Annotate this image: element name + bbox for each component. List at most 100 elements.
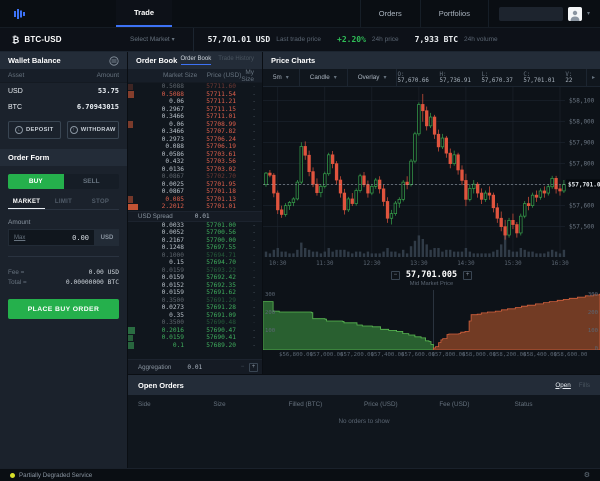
svg-text:$57,701.01: $57,701.01 (568, 181, 600, 188)
order-book-row[interactable]: 2.2012 57701.01 - (128, 203, 262, 211)
order-book-row[interactable]: 0.35 57691.09 - (128, 312, 262, 320)
order-book-row[interactable]: 0.0586 57703.61 - (128, 151, 262, 159)
order-book-row[interactable]: 0.0136 57703.02 - (128, 166, 262, 174)
depth-chart[interactable]: 300 200 100 300 200 100 0 (263, 290, 600, 350)
order-book-row[interactable]: 0.088 57706.19 - (128, 143, 262, 151)
tab-fills[interactable]: Fills (578, 381, 590, 389)
aggregation-increase-button[interactable]: + (249, 362, 258, 372)
sell-tab[interactable]: SELL (63, 174, 119, 189)
tab-order-book[interactable]: Order Book (180, 56, 212, 65)
order-book-row[interactable]: 0.0033 57701.00 - (128, 222, 262, 230)
tab-trade-history[interactable]: Trade History (218, 56, 254, 62)
order-book-row[interactable]: 0.2016 57690.47 - (128, 327, 262, 335)
order-book-row[interactable]: 0.5088 57711.54 - (128, 91, 262, 99)
order-book-row[interactable]: 0.0159 57692.42 - (128, 274, 262, 282)
order-book-row[interactable]: 0.0867 57702.70 - (128, 173, 262, 181)
order-book-row[interactable]: 0.0025 57701.95 - (128, 181, 262, 189)
tab-open[interactable]: Open (555, 381, 571, 389)
withdraw-button[interactable]: ↑ WITHDRAW (66, 121, 119, 139)
chart-style-dropdown[interactable]: Candle ▾ (300, 69, 348, 86)
candle-chart[interactable]: $58,100 $58,000 $57,900 $57,800 $57,600 $57,5… (263, 87, 600, 267)
order-book-row[interactable]: 0.06 57708.99 - (128, 121, 262, 129)
order-book-row[interactable]: 0.085 57701.13 - (128, 196, 262, 204)
price-charts-header: Price Charts (263, 52, 600, 69)
svg-text:$57,500: $57,500 (569, 224, 595, 231)
place-buy-order-button[interactable]: PLACE BUY ORDER (8, 299, 119, 319)
svg-text:11:30: 11:30 (316, 261, 334, 267)
svg-text:14:30: 14:30 (457, 261, 475, 267)
gear-icon[interactable]: ⚙ (583, 472, 590, 479)
cell-size: 0.5088 (161, 83, 184, 91)
amount-input[interactable]: Max 0.00 (8, 229, 95, 246)
withdraw-label: WITHDRAW (80, 127, 116, 133)
tab-trade[interactable]: Trade (116, 0, 172, 27)
person-icon (570, 10, 580, 21)
order-book-row[interactable]: 0.2167 57700.00 - (128, 237, 262, 245)
order-book-row[interactable]: 0.3500 57690.48 - (128, 319, 262, 327)
buy-tab[interactable]: BUY (8, 174, 64, 189)
account-widget[interactable] (498, 6, 563, 21)
order-book-title: Order Book (136, 56, 178, 65)
order-book-row[interactable]: 0.15 57694.70 - (128, 259, 262, 267)
deposit-button[interactable]: ↓ DEPOSIT (8, 121, 61, 139)
wallet-amount: 53.75 (97, 87, 119, 95)
order-book-row[interactable]: 0.0159 57691.62 - (128, 289, 262, 297)
order-book-row[interactable]: 0.5088 57711.60 - (128, 83, 262, 91)
order-book-row[interactable]: 0.0867 57701.18 - (128, 188, 262, 196)
order-book-row[interactable]: 0.0273 57691.28 - (128, 304, 262, 312)
fee-label: Fee = (8, 268, 25, 276)
order-book-row[interactable]: 0.2967 57711.15 - (128, 106, 262, 114)
wallet-row-usd: USD 53.75 (0, 83, 127, 99)
app-logo-icon[interactable] (0, 0, 30, 27)
chevron-right-icon[interactable]: ▸ (585, 69, 600, 86)
order-book-row[interactable]: 0.432 57703.56 - (128, 158, 262, 166)
order-book-row[interactable]: 0.3500 57691.29 - (128, 297, 262, 305)
order-book-row[interactable]: 0.2973 57706.24 - (128, 136, 262, 144)
tab-stop[interactable]: STOP (91, 199, 110, 205)
cell-price: 57692.35 (206, 281, 236, 289)
tab-limit[interactable]: LIMIT (54, 199, 73, 205)
svg-text:$57,800: $57,800 (569, 161, 595, 168)
cell-my: - (252, 188, 256, 196)
svg-text:$58,000: $58,000 (569, 119, 595, 126)
wallet-settings-icon[interactable] (109, 55, 119, 66)
col-side: Side (138, 401, 151, 408)
order-book-row[interactable]: 0.0159 57690.41 - (128, 334, 262, 342)
cell-size: 0.085 (165, 195, 184, 203)
depth-x-label: $57,400.00 (370, 352, 405, 358)
mid-price-decrease-button[interactable]: − (390, 270, 400, 280)
interval-dropdown[interactable]: 5m ▾ (263, 69, 300, 86)
nav-portfolios[interactable]: Portfolios (419, 0, 488, 27)
order-book-row[interactable]: 0.3466 57711.01 - (128, 113, 262, 121)
avatar[interactable] (567, 6, 582, 21)
cell-size: 0.0586 (161, 150, 184, 158)
svg-text:10:30: 10:30 (269, 261, 287, 267)
order-book-row[interactable]: 0.1248 57697.55 - (128, 244, 262, 252)
aggregation-decrease-button[interactable]: − (240, 363, 245, 370)
svg-text:200: 200 (588, 310, 598, 316)
select-market-dropdown[interactable]: Select Market ▾ (130, 36, 175, 43)
order-book-row[interactable]: 0.06 57711.21 - (128, 98, 262, 106)
ohlcv-item: O: 57,670.66 (397, 71, 429, 84)
order-book-row[interactable]: 0.0159 57693.22 - (128, 267, 262, 275)
cell-my: - (252, 128, 256, 136)
order-book-row[interactable]: 0.1000 57694.71 - (128, 252, 262, 260)
order-book-row[interactable]: 0.1 57689.20 - (128, 342, 262, 350)
mid-price-increase-button[interactable]: + (463, 270, 473, 280)
overlay-dropdown[interactable]: Overlay ▾ (348, 69, 398, 86)
size-bar (128, 121, 134, 128)
cell-size: 0.0273 (161, 304, 184, 312)
cell-size: 0.06 (169, 120, 184, 128)
nav-orders[interactable]: Orders (359, 0, 420, 27)
order-book-header: Order Book Order Book Trade History (128, 52, 262, 69)
max-link[interactable]: Max (14, 234, 26, 241)
open-orders-title: Open Orders (138, 380, 184, 390)
cell-price: 57711.01 (206, 113, 236, 121)
chevron-down-icon[interactable]: ▾ (586, 11, 590, 17)
cell-price: 57693.22 (206, 266, 236, 274)
order-book-row[interactable]: 0.3466 57707.82 - (128, 128, 262, 136)
order-book-row[interactable]: 0.0152 57692.35 - (128, 282, 262, 290)
order-book-row[interactable]: 0.0052 57700.56 - (128, 229, 262, 237)
volume-24h: 7,933 BTC (414, 35, 459, 44)
tab-market[interactable]: MARKET (8, 195, 45, 209)
